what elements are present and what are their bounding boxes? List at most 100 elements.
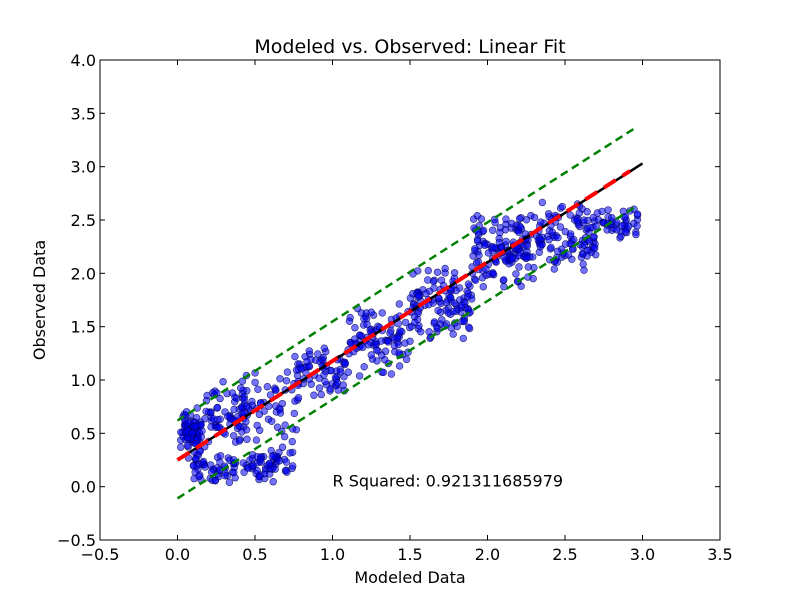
scatter-point bbox=[271, 386, 280, 394]
scatter-point bbox=[632, 230, 640, 239]
scatter-point bbox=[315, 384, 324, 392]
scatter-point bbox=[490, 244, 498, 252]
y-tick-label: −0.5 bbox=[57, 531, 96, 550]
scatter-point bbox=[395, 362, 404, 370]
scatter-point bbox=[381, 347, 390, 355]
y-tick-label: 0.0 bbox=[71, 478, 96, 497]
scatter-point bbox=[289, 462, 297, 470]
scatter-point bbox=[321, 377, 329, 386]
scatter-point bbox=[360, 314, 368, 323]
scatter-point bbox=[242, 418, 250, 426]
scatter-point bbox=[386, 329, 394, 337]
scatter-point bbox=[291, 352, 299, 361]
scatter-point bbox=[216, 458, 224, 466]
scatter-point bbox=[378, 309, 386, 317]
scatter-point bbox=[613, 226, 621, 234]
scatter-point bbox=[240, 395, 248, 404]
scatter-point bbox=[479, 283, 487, 291]
scatter-point bbox=[548, 228, 556, 236]
scatter-point bbox=[303, 357, 311, 366]
scatter-point bbox=[469, 215, 478, 223]
scatter-point bbox=[618, 222, 626, 230]
scatter-point bbox=[402, 355, 411, 364]
scatter-point bbox=[441, 264, 449, 273]
scatter-point bbox=[195, 472, 203, 481]
scatter-point bbox=[265, 459, 274, 468]
scatter-point bbox=[282, 458, 291, 466]
x-tick-label: 1.0 bbox=[320, 545, 345, 564]
scatter-point bbox=[230, 432, 238, 440]
scatter-point bbox=[188, 429, 196, 438]
scatter-point bbox=[604, 206, 612, 214]
scatter-point bbox=[524, 263, 532, 271]
scatter-point bbox=[367, 351, 375, 359]
scatter-point bbox=[315, 374, 323, 382]
scatter-point bbox=[268, 417, 276, 425]
scatter-point bbox=[598, 207, 606, 216]
scatter-point bbox=[458, 301, 466, 310]
scatter-point bbox=[425, 328, 433, 336]
scatter-point bbox=[317, 390, 325, 399]
scatter-point bbox=[276, 375, 284, 383]
scatter-point bbox=[482, 265, 490, 273]
scatter-point bbox=[449, 330, 457, 338]
fit-lines bbox=[176, 127, 644, 500]
scatter-point bbox=[583, 246, 591, 255]
scatter-point bbox=[603, 226, 611, 234]
x-axis-title: Modeled Data bbox=[354, 568, 465, 587]
scatter-point bbox=[579, 260, 587, 268]
scatter-point bbox=[268, 452, 276, 461]
scatter-point bbox=[243, 435, 251, 443]
scatter-point bbox=[231, 398, 239, 406]
scatter-point bbox=[536, 218, 545, 226]
scatter-point bbox=[381, 356, 389, 364]
scatter-point bbox=[345, 317, 354, 325]
scatter-point bbox=[394, 340, 403, 349]
scatter-point bbox=[215, 423, 223, 431]
scatter-point bbox=[314, 350, 322, 358]
scatter-point bbox=[619, 207, 627, 216]
scatter-point bbox=[290, 409, 298, 418]
r-squared-annotation: R Squared: 0.921311685979 bbox=[333, 472, 564, 491]
scatter-point bbox=[355, 372, 364, 380]
scatter-point bbox=[367, 308, 375, 316]
scatter-point bbox=[514, 252, 523, 260]
y-axis-title: Observed Data bbox=[30, 240, 49, 360]
scatter-point bbox=[237, 384, 245, 392]
scatter-point bbox=[254, 385, 262, 393]
scatter-point bbox=[251, 378, 259, 387]
scatter-point bbox=[580, 266, 588, 274]
scatter-point bbox=[424, 266, 432, 275]
scatter-point bbox=[459, 334, 467, 343]
scatter-point bbox=[553, 258, 561, 266]
scatter-point bbox=[471, 276, 480, 284]
scatter-point bbox=[429, 277, 438, 286]
scatter-point bbox=[235, 437, 244, 445]
scatter-point bbox=[333, 379, 342, 387]
plot-area bbox=[176, 127, 644, 500]
scatter-point bbox=[327, 367, 336, 375]
scatter-point bbox=[500, 283, 508, 291]
scatter-point bbox=[554, 233, 562, 242]
scatter-point bbox=[283, 368, 292, 376]
scatter-point bbox=[508, 255, 516, 263]
y-tick-label: 3.0 bbox=[71, 158, 96, 177]
scatter-point bbox=[281, 421, 289, 429]
scatter-point bbox=[529, 274, 537, 283]
scatter-point bbox=[447, 293, 455, 302]
scatter-point bbox=[564, 251, 573, 259]
scatter-point bbox=[422, 289, 430, 298]
scatter-point bbox=[209, 415, 218, 423]
scatter-point bbox=[297, 365, 306, 373]
x-tick-label: 2.5 bbox=[552, 545, 577, 564]
scatter-point bbox=[491, 218, 499, 227]
scatter-point bbox=[545, 236, 553, 244]
x-tick-label: 2.0 bbox=[475, 545, 500, 564]
x-tick-label: 0.0 bbox=[165, 545, 190, 564]
scatter-point bbox=[286, 449, 294, 457]
scatter-point bbox=[489, 226, 497, 235]
scatter-point bbox=[379, 368, 387, 377]
scatter-point bbox=[189, 462, 198, 470]
